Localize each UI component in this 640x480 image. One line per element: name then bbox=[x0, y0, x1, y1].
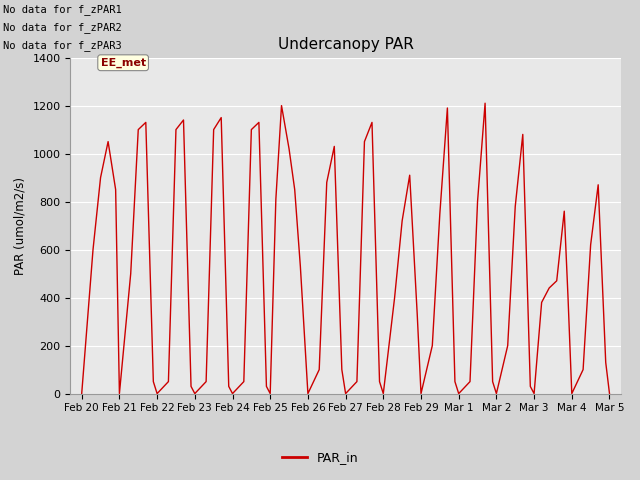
Title: Undercanopy PAR: Undercanopy PAR bbox=[278, 37, 413, 52]
Text: No data for f_zPAR3: No data for f_zPAR3 bbox=[3, 40, 122, 51]
Text: No data for f_zPAR2: No data for f_zPAR2 bbox=[3, 22, 122, 33]
Y-axis label: PAR (umol/m2/s): PAR (umol/m2/s) bbox=[14, 177, 27, 275]
Text: No data for f_zPAR1: No data for f_zPAR1 bbox=[3, 4, 122, 15]
Legend: PAR_in: PAR_in bbox=[276, 446, 364, 469]
Text: EE_met: EE_met bbox=[100, 58, 146, 68]
